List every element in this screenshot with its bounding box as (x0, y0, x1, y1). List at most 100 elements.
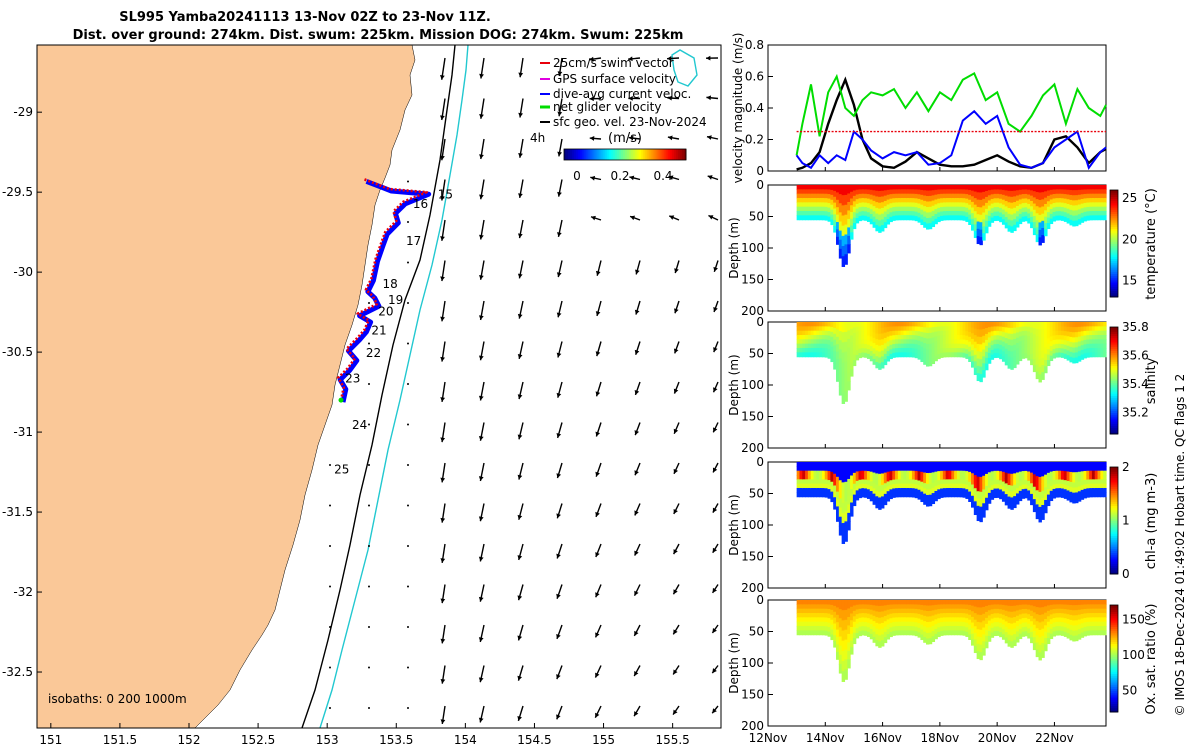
heat-cell (926, 483, 930, 491)
heat-cell (973, 507, 978, 516)
heat-cell (1035, 476, 1040, 484)
heat-cell (836, 199, 840, 208)
heat-cbar-frame (1109, 466, 1119, 575)
heat-cell (945, 600, 950, 605)
heat-cbar-cell (1110, 539, 1118, 543)
heat-cbar-cell (1110, 684, 1118, 687)
heat-cell (1041, 235, 1045, 243)
heat-cell (1055, 492, 1059, 498)
heat-cell (1049, 199, 1054, 205)
heat-cell (973, 481, 978, 489)
heat-cell (1032, 624, 1037, 632)
heat-cell (881, 339, 885, 346)
heat-cell (810, 466, 815, 472)
heat-cell (1021, 194, 1026, 200)
heat-cell (1018, 204, 1023, 210)
heat-cell (948, 604, 952, 610)
current-vector-head (634, 430, 640, 436)
heat-cell (875, 490, 879, 497)
heat-cell (1083, 202, 1087, 208)
heat-cell (931, 600, 936, 606)
heat-cell (1010, 635, 1014, 642)
heat-cell (900, 466, 905, 472)
heat-cell (909, 608, 913, 614)
heat-cell (796, 604, 801, 610)
heat-cell (951, 206, 955, 212)
heat-cbar-label: salinity (1144, 357, 1159, 404)
heat-cell (858, 462, 862, 468)
heat-cell (1049, 218, 1054, 225)
heat-cell (799, 197, 803, 203)
heat-cell (976, 185, 981, 193)
heat-cell (833, 357, 837, 364)
heat-cell (1061, 475, 1065, 481)
heat-cell (968, 322, 972, 328)
heat-cell (821, 479, 826, 485)
heat-cell (858, 330, 862, 336)
heat-cell (852, 212, 857, 219)
heat-cell (1001, 481, 1006, 488)
heat-cell (954, 462, 958, 467)
heat-cell (996, 326, 1000, 332)
heat-cell (1072, 215, 1076, 222)
heat-cell (844, 351, 848, 363)
heat-cell (796, 334, 801, 340)
heat-cell (886, 219, 891, 225)
map-cbar-cell (592, 149, 595, 160)
heat-cell (962, 600, 966, 605)
heat-cell (956, 202, 961, 208)
heat-cell (869, 351, 874, 357)
heat-cell (805, 326, 809, 332)
map-cbar-cell (586, 149, 589, 160)
heat-cell (844, 491, 848, 503)
heat-cell (855, 203, 860, 210)
heat-cell (987, 342, 992, 349)
heat-cell (1018, 213, 1023, 220)
heat-cell (897, 600, 902, 605)
heat-cell (861, 630, 865, 636)
heat-cell (1080, 208, 1085, 214)
heat-cell (841, 512, 846, 524)
heat-cell (821, 206, 826, 212)
heat-cell (1083, 198, 1087, 204)
heat-cell (1044, 644, 1048, 652)
heat-cell (830, 214, 834, 221)
heat-cell (1007, 362, 1011, 369)
heat-cell (802, 608, 806, 614)
heat-cell (985, 327, 989, 335)
heat-cell (1018, 600, 1023, 606)
heat-cell (807, 462, 812, 467)
heat-cell (889, 466, 893, 472)
heat-cell (1080, 489, 1085, 496)
heat-cell (889, 489, 893, 495)
heat-cell (945, 211, 950, 216)
heat-cell (1052, 631, 1056, 637)
heat-cell (1086, 352, 1090, 358)
heat-cell (914, 608, 919, 614)
heat-cell (824, 189, 829, 195)
heat-cell (1080, 322, 1085, 328)
heat-cell (937, 631, 941, 638)
heat-cell (1049, 185, 1054, 191)
heat-cell (937, 475, 941, 481)
heat-cell (1058, 600, 1062, 605)
heat-cell (841, 225, 846, 237)
heat-cell (985, 605, 989, 613)
heat-cell (1089, 608, 1093, 614)
heat-cell (1049, 624, 1054, 630)
heat-cell (987, 195, 992, 202)
heat-cell (844, 234, 848, 245)
heat-cell (850, 328, 854, 337)
heat-cell (872, 216, 876, 223)
heat-cell (1035, 329, 1040, 337)
heat-cell (1024, 600, 1028, 606)
heat-cell (1007, 202, 1011, 209)
heat-cell (951, 185, 955, 190)
heat-cell (819, 339, 823, 345)
heat-cell (805, 334, 809, 340)
heat-cell (1044, 229, 1048, 237)
heat-cell (864, 193, 868, 199)
heat-cbar-cell (1110, 467, 1118, 470)
heat-cell (855, 322, 860, 328)
